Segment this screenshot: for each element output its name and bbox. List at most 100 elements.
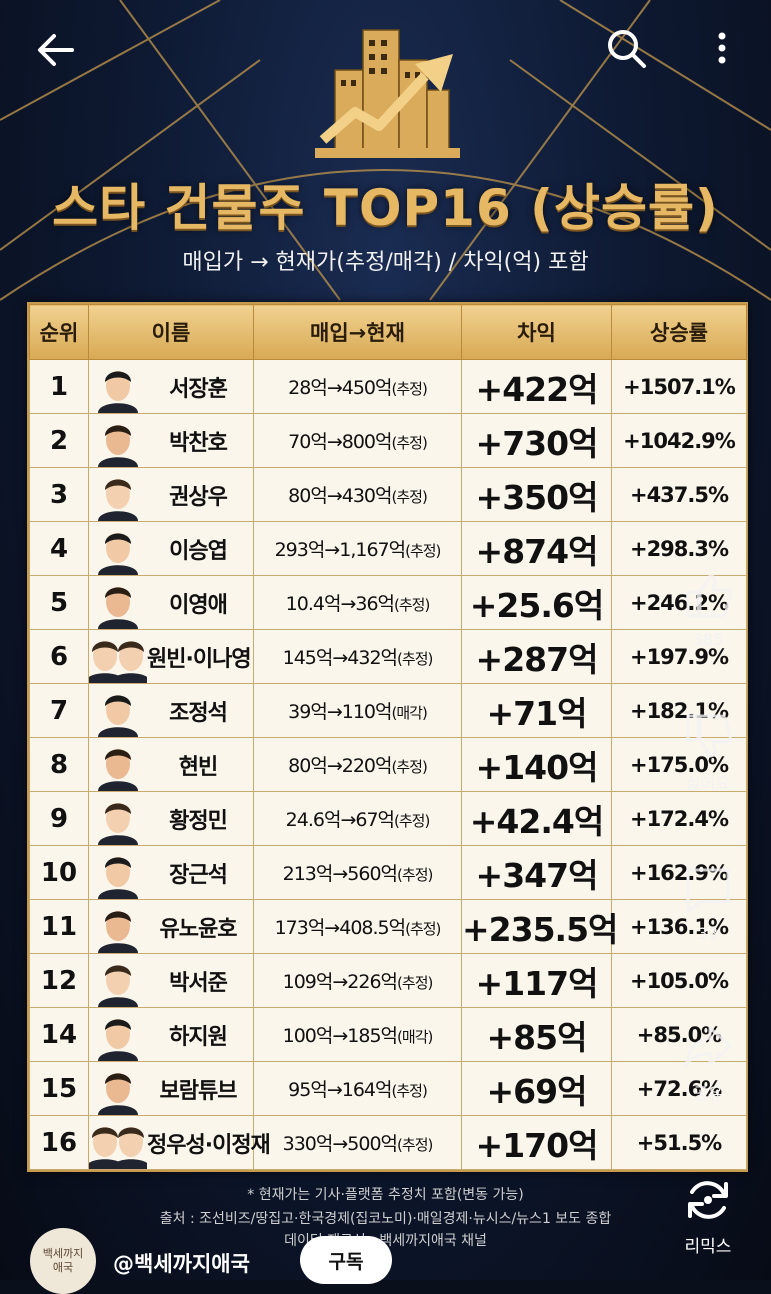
profit-cell: +347억 [461, 845, 612, 900]
rank-cell: 12 [29, 953, 89, 1008]
portrait-avatar [89, 1116, 147, 1169]
price-tag: (추정) [397, 866, 433, 884]
price-cell: 28억→450억(추정) [253, 359, 462, 414]
table-row: 10 장근석 213억→560억(추정) +347억 +162.9% [29, 845, 747, 900]
person-name: 조정석 [169, 700, 228, 726]
name-cell: 원빈·이나영 [88, 629, 254, 684]
footnote: * 현재가는 기사·플랫폼 추정치 포함(변동 가능) [247, 1187, 524, 1203]
rank-cell: 9 [29, 791, 89, 846]
person-name: 현빈 [178, 754, 218, 780]
portrait-avatar [89, 630, 147, 683]
price-cell: 293억→1,167억(추정) [253, 521, 462, 576]
price-tag: (추정) [405, 920, 441, 938]
profit-cell: +71억 [461, 683, 612, 738]
table-row: 4 이승엽 293억→1,167억(추정) +874억 +298.3% [29, 521, 747, 576]
more-vert-icon[interactable] [702, 22, 742, 74]
portrait-avatar [89, 738, 147, 791]
price-range: 293억→1,167억 [274, 539, 407, 561]
rate-cell: +1042.9% [611, 413, 747, 468]
price-cell: 10.4억→36억(추정) [253, 575, 462, 630]
price-cell: 100억→185억(매각) [253, 1007, 462, 1062]
price-tag: (추정) [391, 380, 428, 398]
table-row: 6 원빈·이나영 145억→432억(추정) +287억 +197.9% [29, 629, 747, 684]
portrait-avatar [89, 360, 147, 413]
comment-button[interactable]: 33 [668, 862, 748, 943]
name-cell: 황정민 [88, 791, 254, 846]
table-row: 1 서장훈 28억→450억(추정) +422억 +1507.1% [29, 359, 747, 414]
price-tag: (추정) [394, 596, 430, 614]
header-price: 매입→현재 [253, 304, 462, 360]
name-cell: 박찬호 [88, 413, 254, 468]
rate-cell: +197.9% [611, 629, 747, 684]
price-tag: (추정) [397, 1136, 433, 1154]
portrait-avatar [89, 522, 147, 575]
rate-cell: +162.9% [611, 845, 747, 900]
price-cell: 330억→500억(추정) [253, 1115, 462, 1170]
thumbs-down-icon [686, 714, 732, 758]
rank-cell: 15 [29, 1061, 89, 1116]
remix-button[interactable]: 리믹스 [672, 1172, 744, 1257]
subscribe-button[interactable]: 구독 [300, 1236, 392, 1284]
table-row: 2 박찬호 70억→800억(추정) +730억 +1042.9% [29, 413, 747, 468]
rate-cell: +182.1% [611, 683, 747, 738]
share-icon [684, 1026, 732, 1068]
rank-cell: 5 [29, 575, 89, 630]
price-cell: 70억→800억(추정) [253, 413, 462, 468]
like-count: 385 [692, 630, 724, 649]
price-tag: (추정) [397, 974, 433, 992]
channel-name[interactable]: @백세까지애국 [113, 1252, 250, 1276]
person-name: 박서준 [169, 970, 228, 996]
back-arrow-icon[interactable] [30, 24, 82, 76]
table-row: 5 이영애 10.4억→36억(추정) +25.6억 +246.2% [29, 575, 747, 630]
price-range: 330억→500억 [282, 1133, 398, 1155]
portrait-avatar [89, 1062, 147, 1115]
name-cell: 하지원 [88, 1007, 254, 1062]
channel-avatar[interactable]: 백세까지 애국 [30, 1228, 96, 1294]
price-range: 28억→450억 [288, 377, 392, 399]
remix-icon [680, 1172, 736, 1228]
thumbs-up-icon [686, 574, 732, 618]
rank-cell: 7 [29, 683, 89, 738]
name-cell: 서장훈 [88, 359, 254, 414]
dislike-button[interactable]: 싫어요 [668, 708, 748, 794]
person-name: 하지원 [169, 1024, 228, 1050]
price-cell: 80억→430억(추정) [253, 467, 462, 522]
like-button[interactable]: 385 [668, 568, 748, 649]
building-chart-logo [315, 20, 460, 160]
portrait-avatar [89, 792, 147, 845]
price-tag: (추정) [394, 812, 430, 830]
person-name: 원빈·이나영 [147, 646, 252, 672]
profit-cell: +140억 [461, 737, 612, 792]
rank-cell: 2 [29, 413, 89, 468]
header-profit: 차익 [461, 304, 612, 360]
profit-cell: +42.4억 [461, 791, 612, 846]
price-tag: (추정) [391, 434, 428, 452]
table-row: 16 정우성·이정재 330억→500억(추정) +170억 +51.5% [29, 1115, 747, 1170]
rate-cell: +1507.1% [611, 359, 747, 414]
profit-cell: +85억 [461, 1007, 612, 1062]
price-cell: 24.6억→67억(추정) [253, 791, 462, 846]
share-button[interactable]: 공유 [668, 1018, 748, 1104]
price-cell: 39억→110억(매각) [253, 683, 462, 738]
comment-icon [686, 868, 730, 914]
table-row: 14 하지원 100억→185억(매각) +85억 +85.0% [29, 1007, 747, 1062]
page-title: 스타 건물주 TOP16 (상승률) [52, 179, 719, 237]
profit-cell: +170억 [461, 1115, 612, 1170]
rate-cell: +172.4% [611, 791, 747, 846]
remix-label: 리믹스 [684, 1237, 732, 1257]
portrait-avatar [89, 846, 147, 899]
header-rank: 순위 [29, 304, 89, 360]
price-tag: (추정) [405, 542, 441, 560]
name-cell: 박서준 [88, 953, 254, 1008]
price-tag: (매각) [391, 704, 428, 722]
price-range: 39억→110억 [288, 701, 392, 723]
search-icon[interactable] [600, 22, 652, 74]
person-name: 이승엽 [169, 538, 228, 564]
profit-cell: +287억 [461, 629, 612, 684]
price-range: 24.6억→67억 [285, 809, 395, 831]
rate-cell: +136.1% [611, 899, 747, 954]
price-cell: 95억→164억(추정) [253, 1061, 462, 1116]
person-name: 유노윤호 [159, 916, 238, 942]
name-cell: 현빈 [88, 737, 254, 792]
price-range: 145억→432억 [282, 647, 398, 669]
